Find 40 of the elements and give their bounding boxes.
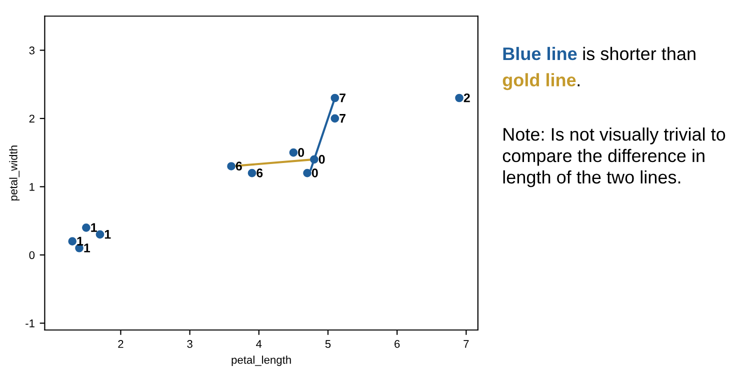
x-tick-label: 3 <box>187 340 192 348</box>
y-tick-label: 1 <box>30 183 34 191</box>
text: Note: Is not visually trivial to compare the difference in length of the two lines. <box>502 128 726 188</box>
annotation: 1 <box>84 244 90 252</box>
annotation: 1 <box>104 230 111 239</box>
annotation: 2 <box>464 93 470 102</box>
annotation: 0 <box>312 168 318 178</box>
text: gold line <box>502 73 576 90</box>
point <box>289 148 298 157</box>
annotation: 0 <box>318 154 325 164</box>
y-tick-label: 3 <box>29 46 35 54</box>
point <box>310 155 318 164</box>
point <box>68 237 77 246</box>
annotation: 0 <box>298 148 304 157</box>
y-tick-label: -1 <box>26 320 34 328</box>
x-tick-label: 5 <box>325 340 331 348</box>
annotation: 7 <box>340 114 346 123</box>
point <box>96 230 104 239</box>
point <box>330 114 340 123</box>
annotation: 6 <box>256 168 263 178</box>
point <box>330 94 340 102</box>
point <box>82 223 90 232</box>
point <box>455 94 464 102</box>
x-tick-label: 4 <box>256 340 262 348</box>
annotation: 7 <box>340 94 346 102</box>
point <box>227 162 236 170</box>
point <box>248 168 256 178</box>
text: . <box>578 84 580 86</box>
text: Blue line <box>503 46 577 60</box>
y-tick-label: 0 <box>29 251 35 260</box>
y-tick-label: 2 <box>29 114 34 122</box>
text: is shorter than <box>583 46 696 60</box>
point <box>303 168 312 178</box>
x-axis-title: petal_length <box>232 356 291 366</box>
x-tick-label: 2 <box>118 340 124 348</box>
x-tick-label: 6 <box>394 340 400 348</box>
annotation: 1 <box>77 236 84 246</box>
x-tick-label: 7 <box>464 340 469 348</box>
annotation: 1 <box>91 223 97 232</box>
y-axis-title: petal_width <box>9 146 20 200</box>
